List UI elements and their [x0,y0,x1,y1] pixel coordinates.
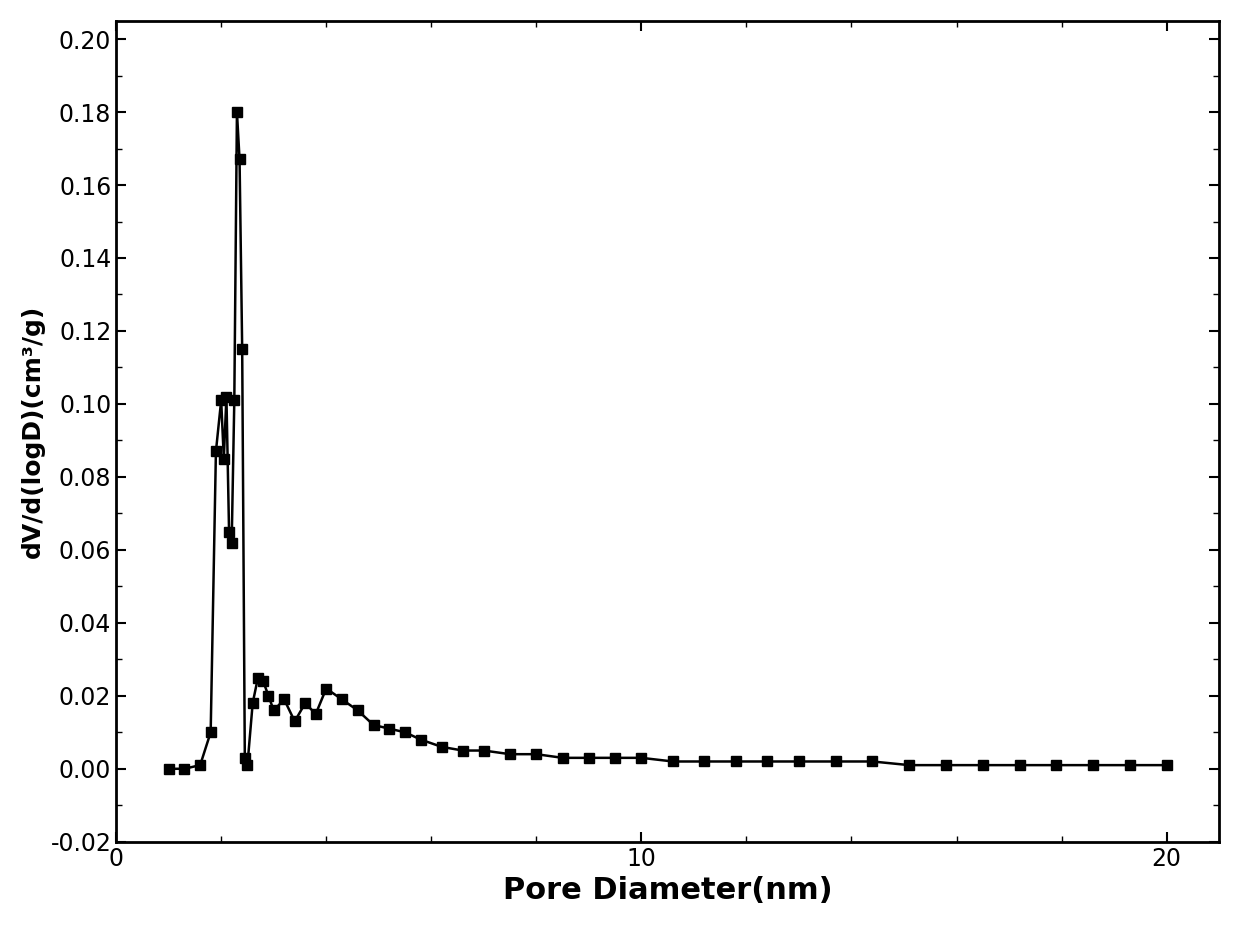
X-axis label: Pore Diameter(nm): Pore Diameter(nm) [503,876,832,906]
Y-axis label: dV/d(logD)(cm³/g): dV/d(logD)(cm³/g) [21,305,45,558]
